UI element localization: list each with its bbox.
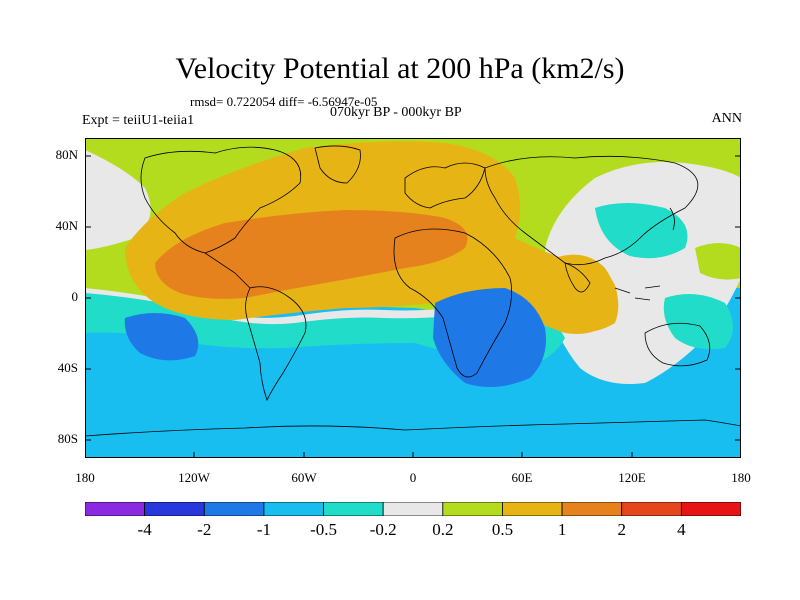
lon-label-60e: 60E <box>511 470 533 485</box>
coast-asia <box>484 155 699 266</box>
lat-label-0: 0 <box>71 289 79 304</box>
colorbar-swatch <box>382 502 444 516</box>
lon-label-180w: 180 <box>75 470 95 485</box>
colorbar <box>85 502 741 516</box>
lon-label-120w: 120W <box>178 470 210 485</box>
field-neutral-westpac <box>85 150 151 250</box>
colorbar-swatch <box>680 502 741 516</box>
field-teal-australia <box>663 294 733 350</box>
coast-south-america <box>245 286 307 402</box>
colorbar-label: -0.2 <box>369 520 397 539</box>
colorbar-swatch <box>561 502 623 516</box>
lat-label-80n: 80N <box>55 147 78 162</box>
lat-label-40n: 40N <box>55 218 78 233</box>
coast-india <box>564 262 591 293</box>
colorbar-label: 1 <box>557 520 567 539</box>
colorbar-label: -4 <box>137 520 152 539</box>
page-title: Velocity Potential at 200 hPa (km2/s) <box>175 52 625 85</box>
field-green-eastpac <box>695 243 741 280</box>
coast-greenland <box>314 145 361 184</box>
coast-europe <box>404 162 486 209</box>
lat-label-80s: 80S <box>57 431 78 446</box>
stats-line: rmsd= 0.722054 diff= -6.56947e-05 <box>190 94 378 109</box>
map-panel <box>85 138 741 458</box>
lon-label-120e: 120E <box>618 470 646 485</box>
colorbar-label: 2 <box>617 520 626 539</box>
coast-australia <box>644 322 711 367</box>
map-ticks <box>85 155 741 458</box>
field-orange-core <box>155 210 468 299</box>
field-teal-westpac <box>595 203 688 259</box>
colorbar-swatch <box>263 502 324 516</box>
colorbar-label: -1 <box>256 520 271 539</box>
coast-indonesia <box>614 285 661 301</box>
colorbar-swatch <box>203 502 265 516</box>
colorbar-swatch <box>144 502 205 516</box>
colorbar-label: 4 <box>677 520 686 539</box>
lon-label-60w: 60W <box>291 470 317 485</box>
colorbar-label: -2 <box>197 520 212 539</box>
field-orange-india <box>546 254 619 332</box>
experiment-label: Expt = teiiU1-teiia1 <box>82 113 195 128</box>
period-label: 070kyr BP - 000kyr BP <box>330 105 462 120</box>
lat-label-40s: 40S <box>57 360 78 375</box>
lon-label-0: 0 <box>409 470 417 485</box>
coast-africa <box>393 228 513 378</box>
colorbar-label: 0.2 <box>432 520 454 539</box>
coastlines <box>85 145 741 437</box>
coast-north-america <box>140 146 302 254</box>
colorbar-swatch <box>85 502 146 516</box>
colorbar-swatch <box>442 502 503 516</box>
lon-label-180e: 180 <box>731 470 751 485</box>
coast-antarctica <box>85 419 741 437</box>
coast-central-america <box>204 252 251 289</box>
colorbar-label: -0.5 <box>310 520 337 539</box>
colorbar-swatch <box>323 502 384 516</box>
season-label: ANN <box>711 111 742 126</box>
colorbar-label: 0.5 <box>491 520 514 539</box>
coast-japan <box>669 207 675 231</box>
field-blue-africa <box>433 288 546 387</box>
colorbar-swatch <box>621 502 682 516</box>
colorbar-swatch <box>502 502 563 516</box>
field-blue-pacific <box>124 313 199 361</box>
